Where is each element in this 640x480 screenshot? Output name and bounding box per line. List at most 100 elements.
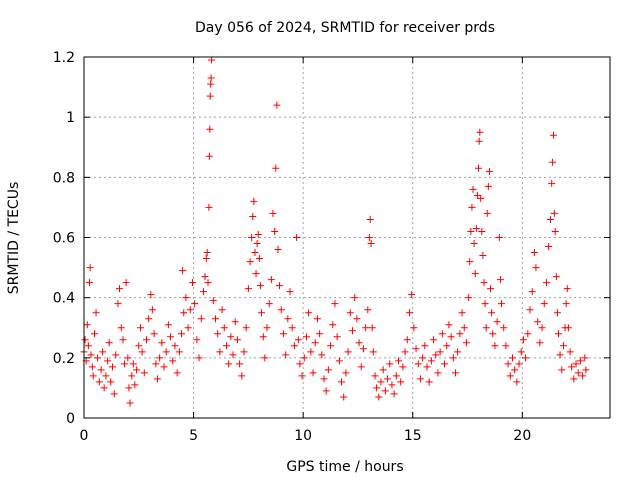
data-point: [467, 227, 475, 235]
data-point: [300, 354, 308, 362]
data-point: [126, 399, 134, 407]
data-point: [572, 360, 580, 368]
data-point: [479, 252, 487, 260]
data-point: [284, 315, 292, 323]
data-point: [412, 345, 420, 353]
data-point: [108, 363, 116, 371]
data-point: [540, 300, 548, 308]
data-point: [373, 384, 381, 392]
data-point: [175, 348, 183, 356]
data-point: [445, 321, 453, 329]
data-point: [392, 372, 400, 380]
data-point: [244, 285, 252, 293]
data-point: [133, 366, 141, 374]
data-point: [335, 357, 343, 365]
data-point: [338, 378, 346, 386]
data-point: [240, 348, 248, 356]
data-point: [145, 315, 153, 323]
y-tick-label: 0.2: [53, 351, 75, 367]
data-point: [344, 348, 352, 356]
data-point: [209, 297, 217, 305]
data-point: [502, 342, 510, 350]
data-point: [216, 348, 224, 356]
data-point: [128, 372, 136, 380]
data-point: [246, 258, 254, 266]
data-point: [554, 330, 562, 338]
data-point: [179, 267, 187, 275]
data-point: [359, 345, 367, 353]
data-point: [549, 158, 557, 166]
data-point: [305, 309, 313, 317]
data-point: [327, 342, 335, 350]
data-point: [438, 330, 446, 338]
data-point: [367, 240, 375, 248]
data-point: [427, 357, 435, 365]
data-point: [419, 354, 427, 362]
data-point: [318, 351, 326, 359]
data-point: [468, 203, 476, 211]
data-point: [405, 309, 413, 317]
data-point: [222, 342, 230, 350]
data-point: [236, 360, 244, 368]
data-point: [401, 348, 409, 356]
data-point: [568, 363, 576, 371]
data-point: [506, 372, 514, 380]
data-point: [564, 324, 572, 332]
data-point: [582, 366, 590, 374]
x-tick-label: 5: [189, 428, 198, 444]
data-point: [114, 300, 122, 308]
data-point: [322, 387, 330, 395]
data-point: [137, 324, 145, 332]
x-tick-label: 0: [80, 428, 89, 444]
data-point: [248, 234, 256, 241]
y-axis-label: SRMTID / TECUs: [6, 182, 22, 295]
data-point: [483, 209, 491, 217]
data-point: [97, 366, 105, 374]
data-point: [233, 336, 241, 344]
data-point: [218, 306, 226, 314]
data-point: [477, 194, 485, 202]
data-point: [500, 324, 508, 332]
data-point: [414, 360, 422, 368]
y-tick-label: 0.6: [53, 231, 75, 247]
data-point: [480, 279, 488, 287]
data-point: [309, 369, 317, 377]
data-point: [423, 363, 431, 371]
data-point: [152, 360, 160, 368]
data-point: [487, 285, 495, 293]
data-point: [117, 324, 125, 332]
data-point: [251, 249, 259, 257]
data-point: [390, 390, 398, 398]
data-point: [206, 125, 214, 133]
data-point: [449, 354, 457, 362]
data-point: [140, 369, 148, 377]
data-point: [104, 357, 112, 365]
data-point: [164, 321, 172, 329]
data-point: [532, 264, 540, 272]
data-point: [465, 294, 473, 302]
data-point: [489, 330, 497, 338]
data-point: [206, 92, 214, 100]
data-point: [94, 354, 102, 362]
data-point: [293, 234, 301, 241]
data-point: [476, 128, 484, 136]
data-point: [357, 363, 365, 371]
data-point: [425, 378, 433, 386]
data-point: [478, 227, 486, 235]
data-point: [369, 348, 377, 356]
data-point: [156, 354, 164, 362]
data-point: [524, 330, 532, 338]
data-point: [254, 230, 262, 238]
data-point: [581, 354, 589, 362]
data-point: [458, 309, 466, 317]
data-point: [362, 324, 370, 332]
data-point: [252, 270, 260, 278]
data-point: [475, 137, 483, 145]
data-point: [496, 276, 504, 284]
data-point: [375, 393, 383, 401]
data-point: [227, 333, 235, 341]
data-point: [119, 336, 127, 344]
data-point: [205, 203, 213, 211]
data-point: [288, 324, 296, 332]
